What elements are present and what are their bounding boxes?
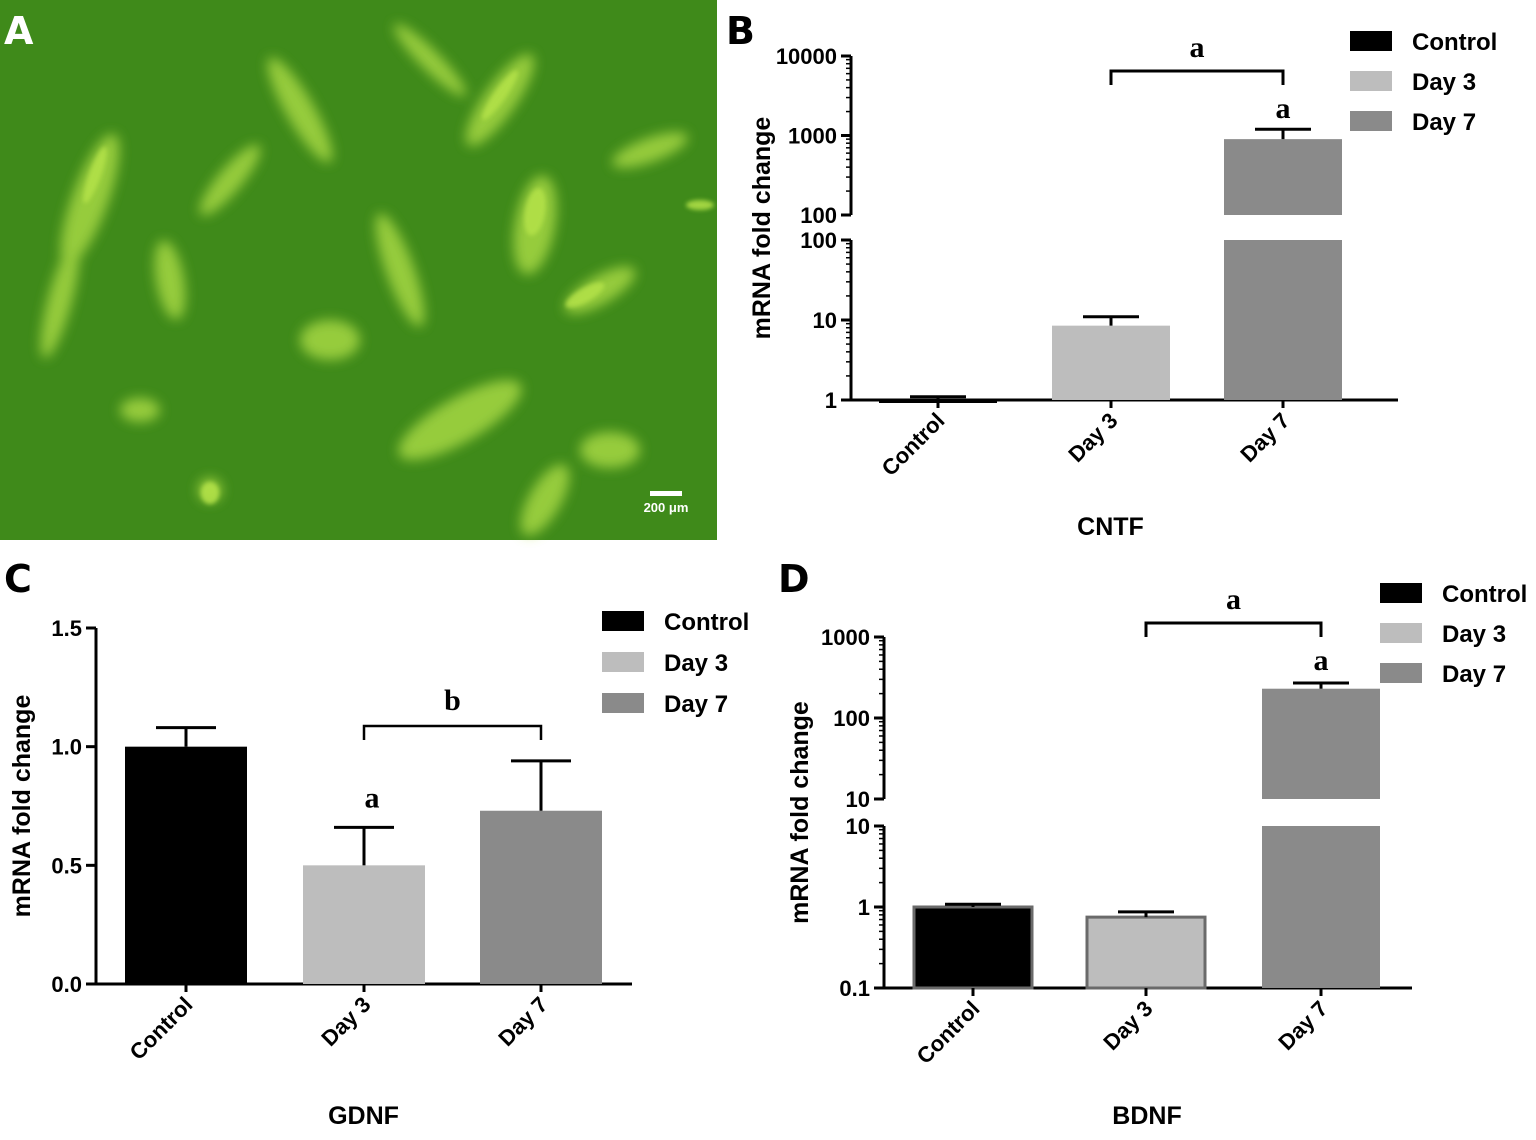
- legend-swatch-0: [1350, 31, 1392, 51]
- legend-swatch-2: [1350, 111, 1392, 131]
- bar-1: [1085, 915, 1207, 990]
- x-tick-label-0: Control: [912, 996, 985, 1069]
- legend-label-1: Day 3: [664, 650, 728, 677]
- y-tick-label-upper-2: 1000: [821, 625, 870, 650]
- panel-letter-b: B: [726, 9, 755, 53]
- legend-swatch-2: [602, 693, 644, 713]
- micrograph-cell-highlights: [83, 70, 714, 504]
- legend-label-2: Day 7: [1412, 109, 1476, 136]
- significance-bracket-1: [1144, 621, 1323, 637]
- y-tick-label-upper-0: 100: [800, 203, 837, 228]
- panel-letter-a: A: [4, 9, 34, 53]
- legend-swatch-1: [1380, 623, 1422, 643]
- micrograph-panel: 200 μm: [0, 0, 717, 540]
- chart-panel-c-gdnf: 0.0 0.5 1.0 1.5 Control Day 3 Day 7 a b GDNF mRNA …: [8, 609, 749, 1130]
- chart-title: CNTF: [1077, 513, 1144, 541]
- y-axis-title: mRNA fold change: [786, 701, 814, 924]
- significance-label-0: a: [365, 781, 380, 814]
- x-tick-label-1: Day 3: [1063, 408, 1122, 467]
- legend-label-2: Day 7: [1442, 661, 1506, 688]
- legend-swatch-1: [602, 652, 644, 672]
- x-tick-label-0: Control: [877, 408, 950, 481]
- legend-swatch-0: [602, 611, 644, 631]
- scale-bar-label: 200 μm: [644, 500, 689, 515]
- y-tick-label-1: 0.5: [51, 853, 82, 878]
- significance-bracket-label-1: a: [1190, 31, 1205, 64]
- bar-1: [303, 865, 425, 984]
- y-axis-title: mRNA fold change: [8, 695, 36, 918]
- y-tick-label-lower-2: 100: [800, 228, 837, 253]
- significance-label-0: a: [1314, 644, 1329, 677]
- bar-0: [125, 746, 247, 984]
- legend-label-1: Day 3: [1442, 621, 1506, 648]
- x-tick-label-2: Day 7: [1235, 408, 1294, 467]
- y-tick-label-lower-0: 0.1: [839, 976, 870, 1001]
- significance-bracket-label-1: b: [444, 684, 461, 717]
- significance-bracket-1: [1109, 69, 1285, 85]
- x-tick-label-2: Day 7: [493, 992, 552, 1051]
- legend-swatch-2: [1380, 663, 1422, 683]
- chart-title: GDNF: [328, 1102, 399, 1130]
- legend-label-0: Control: [664, 609, 749, 636]
- significance-bracket-1: [362, 724, 543, 740]
- bar-lower-2: [1224, 240, 1342, 400]
- significance-bracket-label-1: a: [1226, 583, 1241, 616]
- y-tick-label-upper-0: 10: [846, 787, 870, 812]
- legend-swatch-1: [1350, 71, 1392, 91]
- x-tick-label-2: Day 7: [1273, 996, 1332, 1055]
- bar-upper-2: [1224, 139, 1342, 215]
- bar-1: [1052, 325, 1170, 400]
- y-tick-label-lower-2: 10: [846, 814, 870, 839]
- y-tick-label-0: 0.0: [51, 972, 82, 997]
- panel-letter-d: D: [778, 557, 810, 601]
- bar-lower-2: [1262, 826, 1380, 988]
- chart-title: BDNF: [1112, 1102, 1181, 1130]
- y-tick-label-upper-1: 100: [833, 706, 870, 731]
- y-tick-label-3: 1.5: [51, 616, 82, 641]
- significance-label-0: a: [1276, 92, 1291, 125]
- y-tick-label-lower-0: 1: [825, 388, 837, 413]
- panel-letter-c: C: [4, 557, 32, 601]
- bar-upper-2: [1262, 688, 1380, 799]
- y-tick-label-upper-1: 1000: [788, 124, 837, 149]
- bar-2: [480, 810, 602, 984]
- y-tick-label-lower-1: 1: [858, 895, 870, 920]
- y-axis-title: mRNA fold change: [748, 117, 776, 340]
- y-tick-label-2: 1.0: [51, 735, 82, 760]
- legend-label-2: Day 7: [664, 691, 728, 718]
- legend-label-1: Day 3: [1412, 69, 1476, 96]
- x-tick-label-1: Day 3: [1098, 996, 1157, 1055]
- y-tick-label-upper-2: 10000: [776, 44, 837, 69]
- legend-label-0: Control: [1412, 29, 1497, 56]
- legend-label-0: Control: [1442, 581, 1527, 608]
- scale-bar: [650, 491, 682, 496]
- bar-0: [912, 905, 1034, 990]
- x-tick-label-1: Day 3: [316, 992, 375, 1051]
- legend-swatch-0: [1380, 583, 1422, 603]
- y-tick-label-lower-1: 10: [813, 308, 837, 333]
- x-tick-label-0: Control: [125, 992, 198, 1065]
